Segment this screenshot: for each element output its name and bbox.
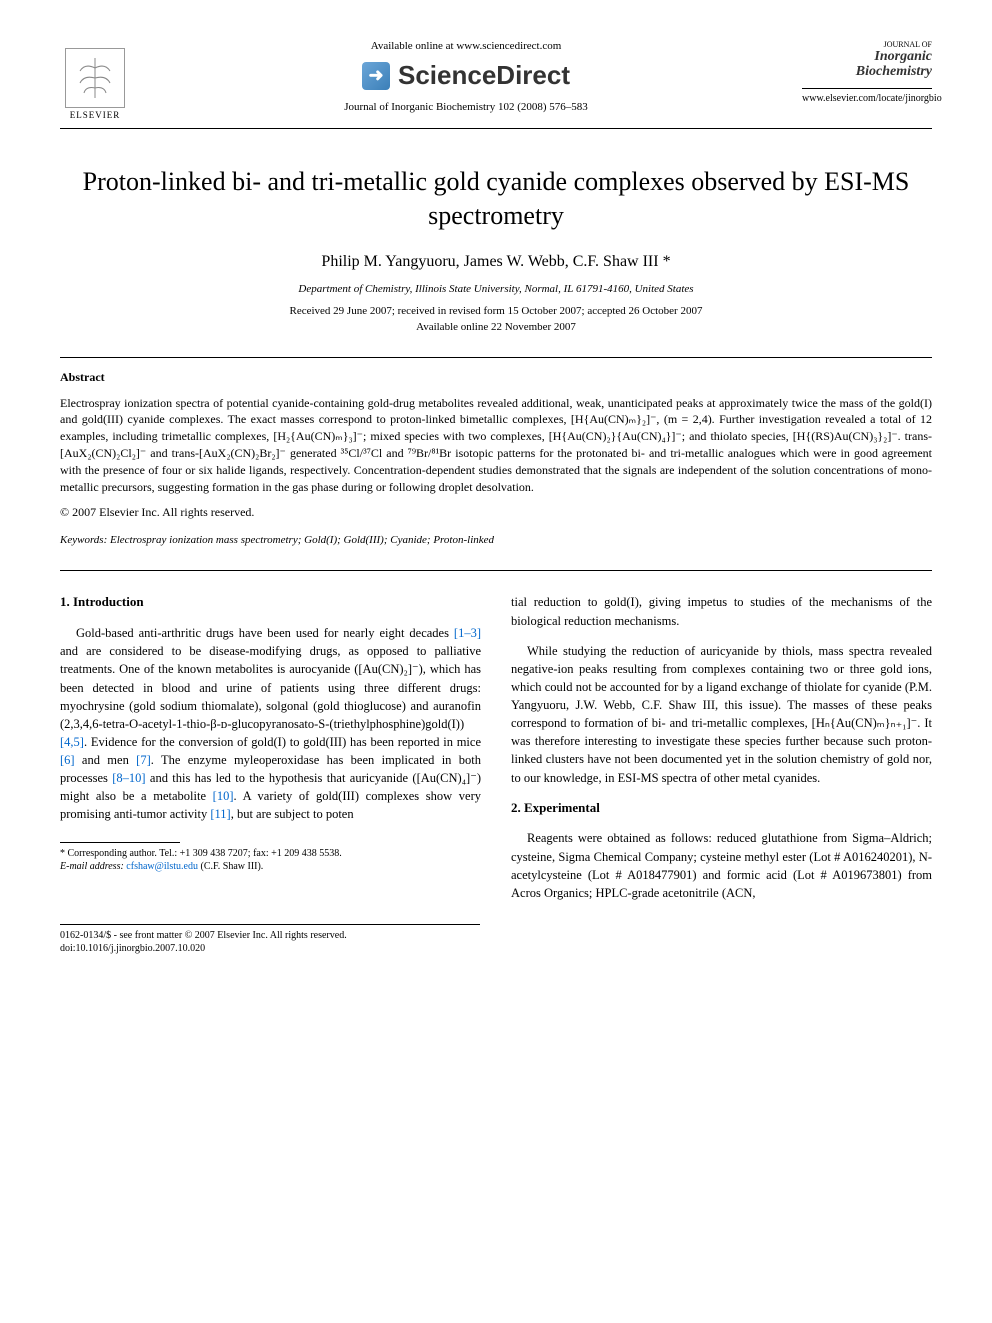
keywords-text: Electrospray ionization mass spectrometr… <box>107 534 494 546</box>
received-dates: Received 29 June 2007; received in revis… <box>60 305 932 317</box>
journal-logo-line2: Biochemistry <box>802 64 932 79</box>
cite-1-3[interactable]: [1–3] <box>454 626 481 640</box>
locator-url: www.elsevier.com/locate/jinorgbio <box>802 93 932 104</box>
corresponding-footnote: * Corresponding author. Tel.: +1 309 438… <box>60 847 481 860</box>
abstract-bottom-rule <box>60 570 932 571</box>
cite-4-5[interactable]: [4,5] <box>60 735 84 749</box>
sciencedirect-row: ➜ ScienceDirect <box>130 60 802 91</box>
cite-6[interactable]: [6] <box>60 753 75 767</box>
abstract-text: Electrospray ionization spectra of poten… <box>60 395 932 496</box>
cite-7[interactable]: [7] <box>136 753 151 767</box>
journal-citation: Journal of Inorganic Biochemistry 102 (2… <box>130 101 802 113</box>
journal-logo-rule <box>802 88 932 89</box>
cite-10[interactable]: [10] <box>213 789 234 803</box>
experimental-heading: 2. Experimental <box>511 799 932 818</box>
intro-heading: 1. Introduction <box>60 593 481 612</box>
email-link[interactable]: cfshaw@ilstu.edu <box>126 861 198 872</box>
footer-rule <box>60 924 480 925</box>
cite-11[interactable]: [11] <box>210 807 230 821</box>
available-online-text: Available online at www.sciencedirect.co… <box>130 40 802 52</box>
journal-logo-prefix: JOURNAL OF <box>802 40 932 49</box>
intro-p1: Gold-based anti-arthritic drugs have bee… <box>60 624 481 823</box>
intro-p2: While studying the reduction of auricyan… <box>511 642 932 787</box>
left-column: 1. Introduction Gold-based anti-arthriti… <box>60 593 481 914</box>
sciencedirect-text: ScienceDirect <box>398 60 570 91</box>
abstract-heading: Abstract <box>60 370 932 385</box>
top-rule <box>60 128 932 129</box>
email-footnote: E-mail address: cfshaw@ilstu.edu (C.F. S… <box>60 860 481 873</box>
available-date: Available online 22 November 2007 <box>60 321 932 333</box>
cite-8-10[interactable]: [8–10] <box>112 771 145 785</box>
elsevier-tree-icon <box>65 48 125 108</box>
article-title: Proton-linked bi- and tri-metallic gold … <box>60 165 932 233</box>
body-columns: 1. Introduction Gold-based anti-arthriti… <box>60 593 932 914</box>
journal-logo: JOURNAL OF Inorganic Biochemistry www.el… <box>802 40 932 104</box>
abstract-copyright: © 2007 Elsevier Inc. All rights reserved… <box>60 505 932 520</box>
keywords-label: Keywords: <box>60 534 107 546</box>
right-column: tial reduction to gold(I), giving impetu… <box>511 593 932 914</box>
experimental-p1: Reagents were obtained as follows: reduc… <box>511 829 932 902</box>
authors: Philip M. Yangyuoru, James W. Webb, C.F.… <box>60 253 932 271</box>
abstract-top-rule <box>60 357 932 358</box>
header-center: Available online at www.sciencedirect.co… <box>130 40 802 117</box>
footnote-separator <box>60 842 180 843</box>
footer-doi: doi:10.1016/j.jinorgbio.2007.10.020 <box>60 942 932 955</box>
header-bar: ELSEVIER Available online at www.science… <box>60 40 932 120</box>
email-label: E-mail address: <box>60 861 126 872</box>
elsevier-label: ELSEVIER <box>70 110 121 120</box>
journal-logo-line1: Inorganic <box>802 49 932 64</box>
affiliation: Department of Chemistry, Illinois State … <box>60 283 932 295</box>
footer-issn: 0162-0134/$ - see front matter © 2007 El… <box>60 929 932 942</box>
keywords: Keywords: Electrospray ionization mass s… <box>60 534 932 546</box>
intro-p1-continued: tial reduction to gold(I), giving impetu… <box>511 593 932 629</box>
sciencedirect-icon: ➜ <box>362 62 390 90</box>
email-name: (C.F. Shaw III). <box>198 861 263 872</box>
elsevier-logo: ELSEVIER <box>60 40 130 120</box>
